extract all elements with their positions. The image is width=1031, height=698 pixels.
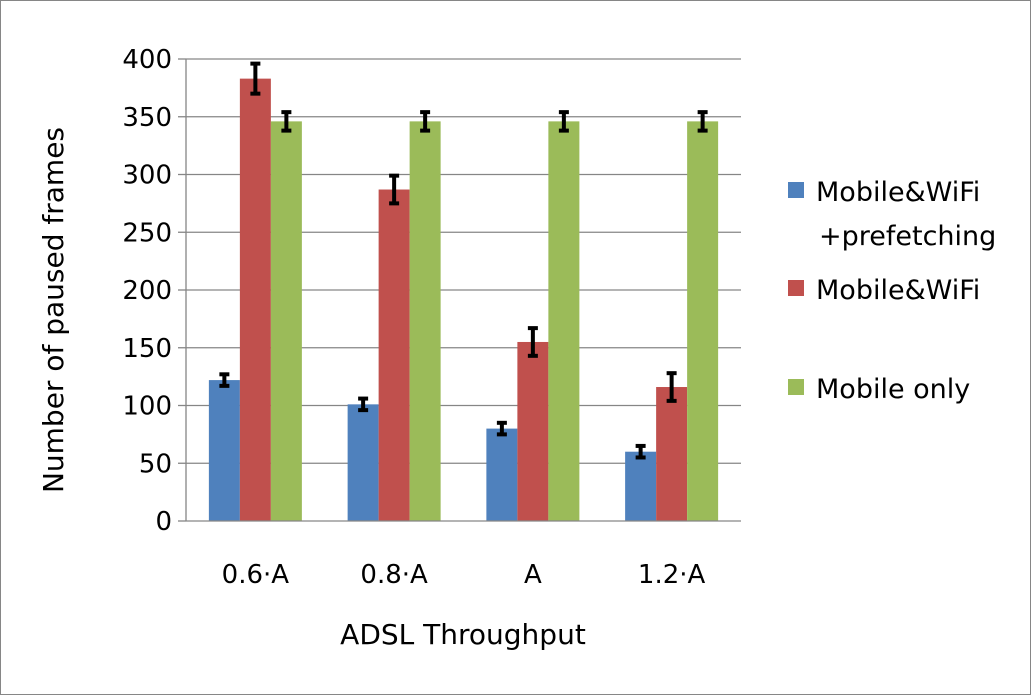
legend-label: Mobile only: [816, 374, 970, 405]
x-category-label: 0.8·A: [360, 560, 428, 590]
x-axis-title: ADSL Throughput: [340, 618, 586, 651]
bar: [378, 189, 410, 521]
legend-label: Mobile&WiFi: [816, 275, 980, 306]
legend: Mobile&WiFi +prefetching Mobile&WiFi Mobile…: [788, 177, 996, 405]
bar: [656, 387, 688, 521]
x-category-label: A: [524, 560, 542, 590]
legend-swatch: [788, 182, 804, 198]
y-tick-label: 50: [139, 449, 172, 479]
bar: [517, 341, 549, 521]
y-tick-label: 300: [122, 161, 172, 191]
legend-swatch: [788, 379, 804, 395]
y-tick-labels: 0 50 100 150 200 250 300 350 400: [122, 45, 172, 537]
legend-label: Mobile&WiFi: [816, 177, 980, 208]
bar: [409, 121, 441, 522]
y-tick-label: 0: [155, 507, 172, 537]
y-axis-title: Number of paused frames: [37, 127, 70, 493]
y-tick-label: 200: [122, 276, 172, 306]
legend-swatch: [788, 280, 804, 296]
error-bars: [219, 61, 708, 460]
y-tick-label: 250: [122, 218, 172, 248]
bar: [548, 121, 580, 522]
bars: [208, 78, 719, 522]
bar: [486, 428, 518, 521]
bar: [625, 451, 657, 521]
legend-label: +prefetching: [819, 221, 996, 252]
y-tick-label: 400: [122, 45, 172, 75]
bar: [239, 78, 271, 521]
y-tick-label: 100: [122, 392, 172, 422]
bar: [270, 121, 302, 522]
y-tick-label: 150: [122, 334, 172, 364]
y-tick-label: 350: [122, 103, 172, 133]
x-category-labels: 0.6·A 0.8·A A 1.2·A: [222, 560, 706, 590]
bar: [687, 121, 719, 522]
axes: [185, 59, 741, 522]
bar: [208, 380, 240, 521]
x-category-label: 0.6·A: [222, 560, 290, 590]
x-category-label: 1.2·A: [638, 560, 706, 590]
bar: [347, 404, 379, 521]
